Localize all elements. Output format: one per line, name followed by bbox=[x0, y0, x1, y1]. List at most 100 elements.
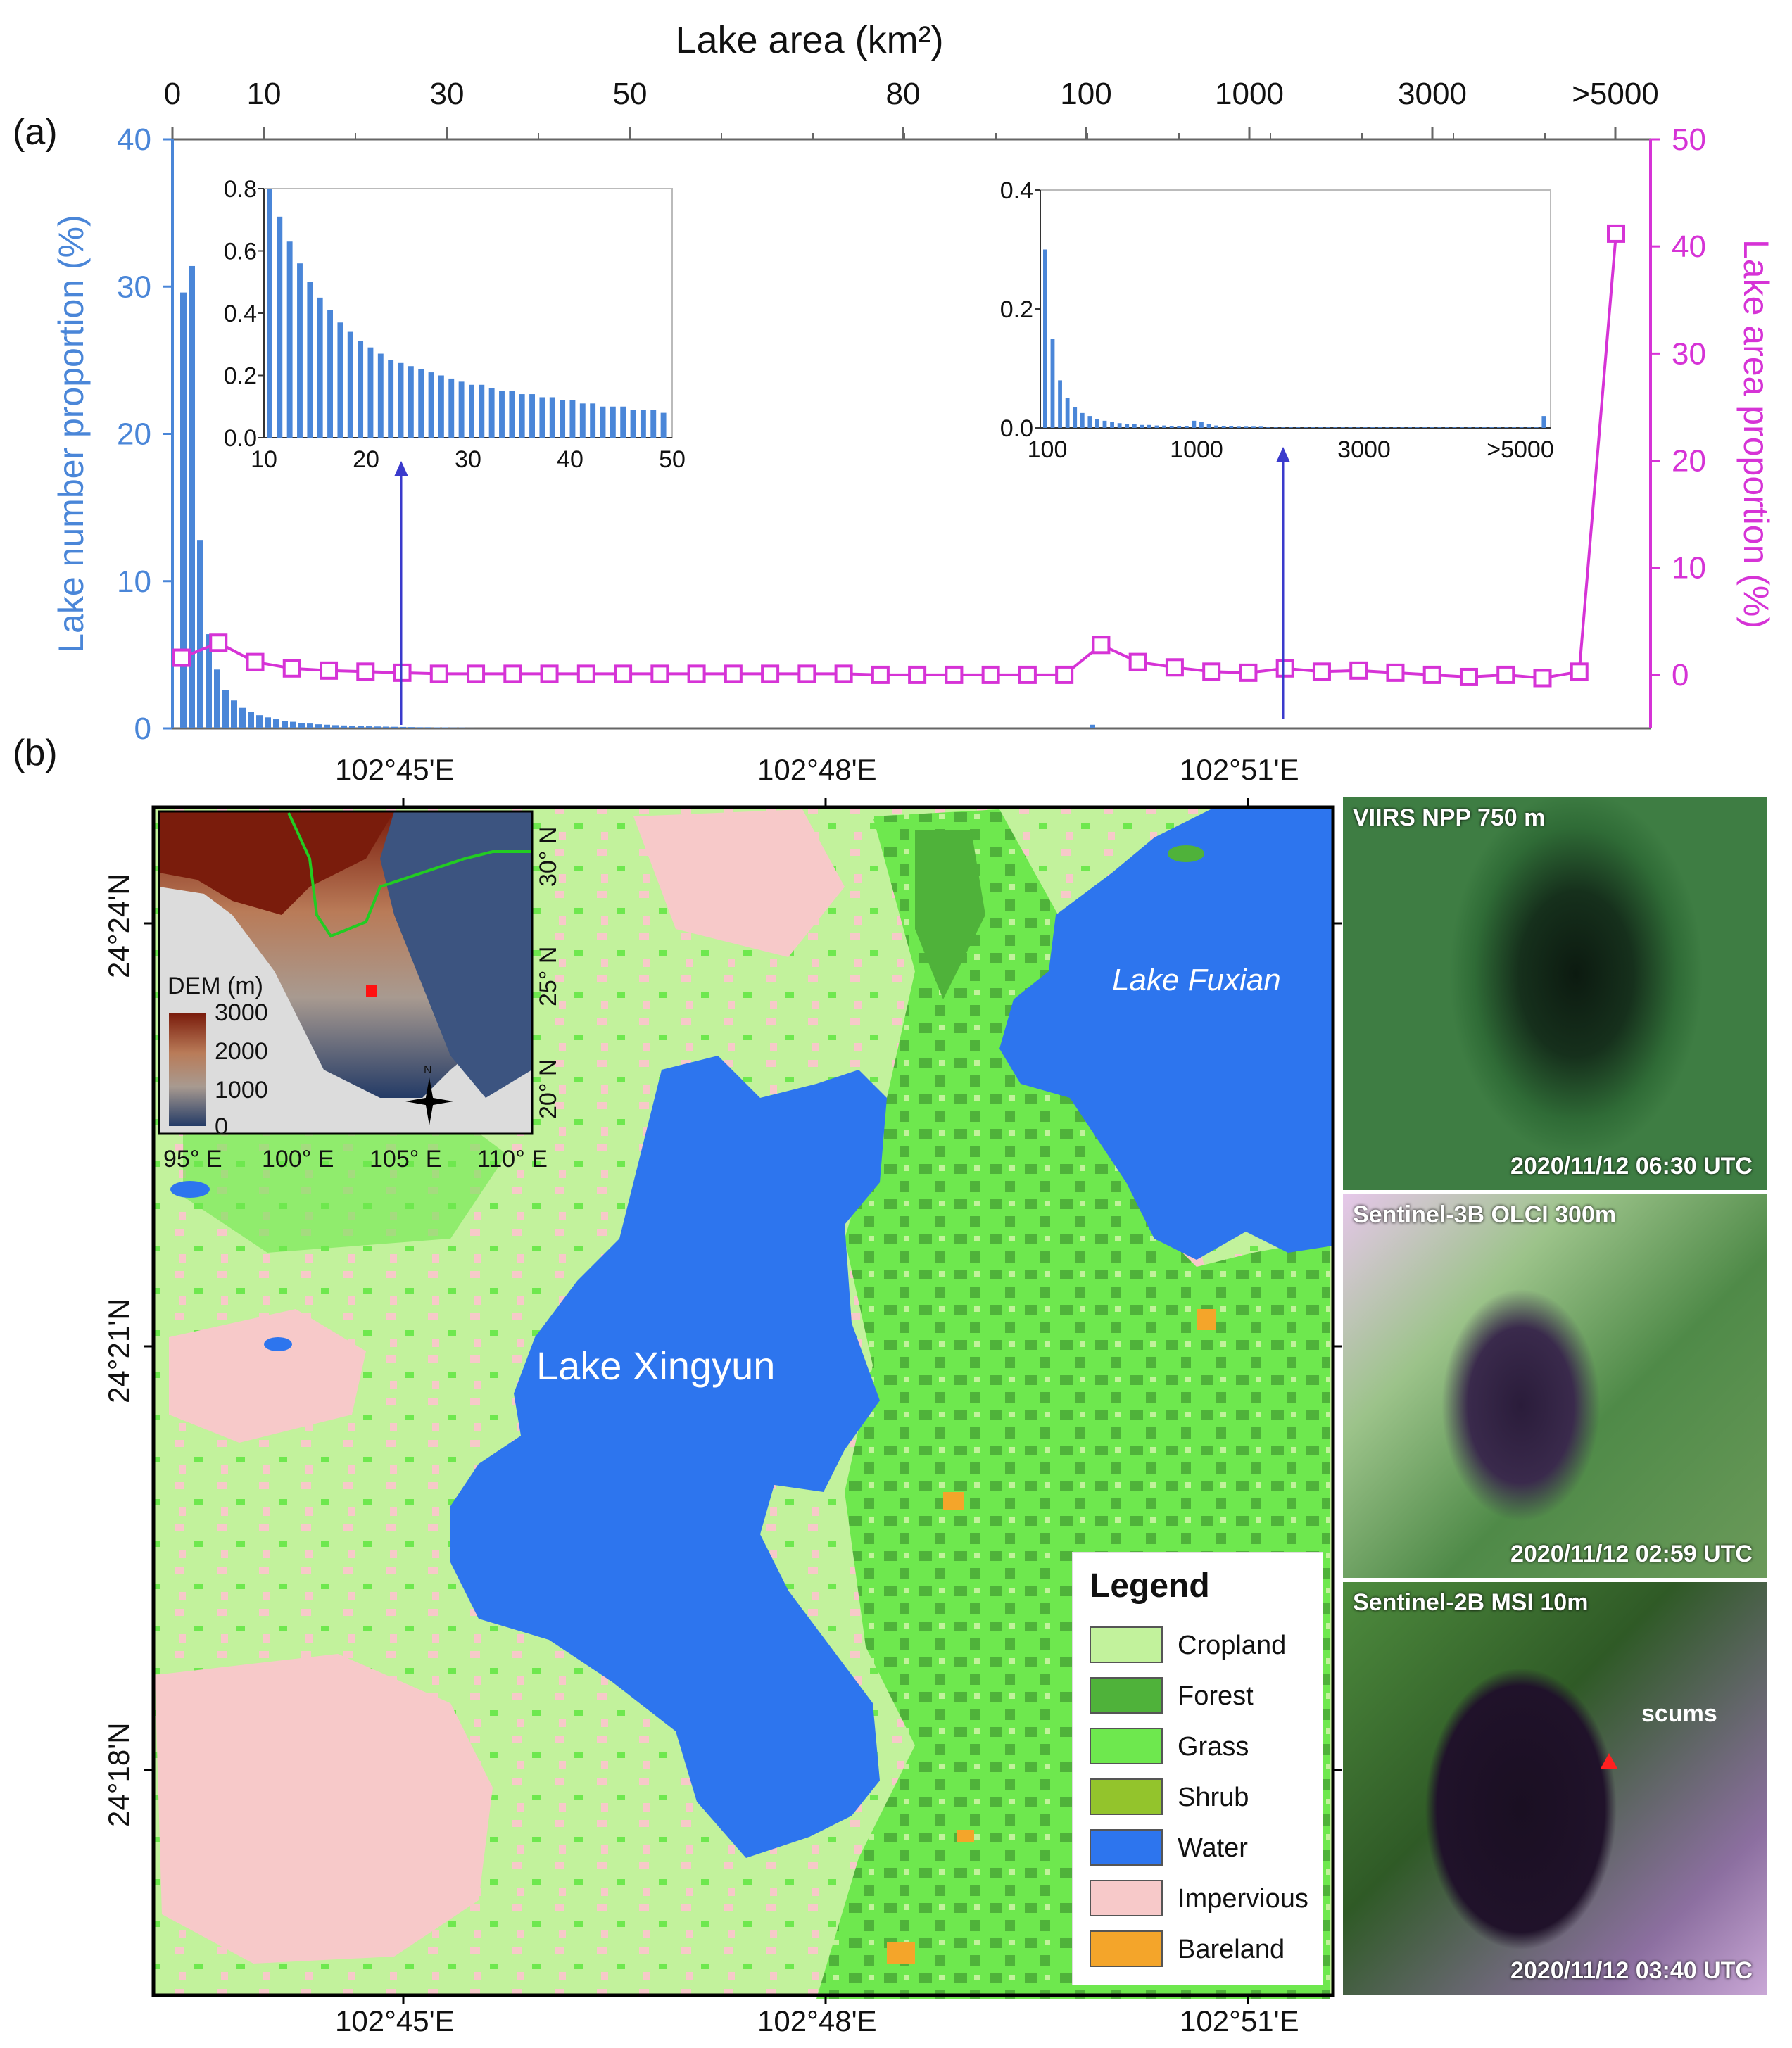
inset-large-lakes-bar bbox=[1385, 427, 1390, 428]
satellite-image-sentinel2b: Sentinel-2B MSI 10m scums 2020/11/12 03:… bbox=[1343, 1582, 1767, 1995]
area-proportion-marker bbox=[172, 648, 191, 667]
bar bbox=[265, 717, 271, 728]
lat-tick: 24°24'N bbox=[102, 873, 135, 978]
inset-large-lakes-bar bbox=[1541, 416, 1546, 428]
x-tick-label-top: 10 bbox=[247, 77, 282, 111]
area-proportion-marker bbox=[981, 665, 1000, 684]
area-proportion-marker bbox=[1496, 665, 1515, 684]
area-proportion-marker bbox=[1128, 652, 1147, 671]
lake-xingyun bbox=[450, 1056, 887, 1858]
inset-small-lakes-bar bbox=[560, 400, 566, 438]
area-proportion-marker bbox=[1533, 669, 1552, 688]
legend-swatch bbox=[1090, 1677, 1163, 1714]
inset-large-lakes-bar bbox=[1236, 426, 1241, 428]
y-tick-label-right: 40 bbox=[1672, 229, 1706, 264]
inset-small-lakes-bar bbox=[337, 322, 343, 438]
inset-small-lakes-bar bbox=[509, 391, 515, 438]
legend-swatch bbox=[1090, 1880, 1163, 1916]
inset-small-lakes-bar bbox=[630, 410, 636, 438]
forest-area bbox=[915, 830, 985, 999]
legend-swatch bbox=[1090, 1829, 1163, 1866]
satellite-title: Sentinel-3B OLCI 300m bbox=[1353, 1201, 1617, 1228]
inset-large-lakes-bar bbox=[1460, 427, 1464, 428]
inset-large-lakes-bar bbox=[1177, 426, 1182, 428]
area-proportion-marker bbox=[1018, 665, 1037, 684]
inset-large-lakes-bar bbox=[1273, 427, 1278, 428]
lon-tick-top: 102°48'E bbox=[757, 753, 877, 786]
inset-small-lakes-bar bbox=[650, 410, 657, 438]
dem-lon-tick: 105° E bbox=[370, 1146, 442, 1172]
inset-small-lakes-bar bbox=[367, 347, 374, 438]
inset-large-lakes-bar bbox=[1087, 416, 1092, 428]
lon-tick-bottom: 102°45'E bbox=[335, 2004, 455, 2037]
inset-large-lakes-bar bbox=[1504, 427, 1509, 428]
satellite-image-viirs: VIIRS NPP 750 m 2020/11/12 06:30 UTC bbox=[1343, 797, 1767, 1190]
inset-small-lakes-bar bbox=[620, 406, 626, 438]
inset-small-lakes-bar bbox=[479, 384, 485, 438]
inset-large-lakes-bar bbox=[1370, 427, 1375, 428]
bar bbox=[197, 540, 203, 728]
inset-large-lakes-y-tick-label: 0.4 bbox=[1000, 177, 1033, 204]
inset-small-lakes-x-tick-label: 30 bbox=[455, 446, 481, 473]
inset-large-lakes-bar bbox=[1080, 412, 1085, 428]
inset-large-lakes-bar bbox=[1475, 427, 1479, 428]
inset-large-lakes-bar bbox=[1452, 427, 1457, 428]
inset-large-lakes-y-tick-label: 0.0 bbox=[1000, 415, 1033, 442]
inset-small-lakes-bar bbox=[499, 391, 505, 438]
inset-large-lakes-bar bbox=[1356, 427, 1360, 428]
bar bbox=[366, 726, 372, 728]
lake-fuxian bbox=[999, 807, 1333, 1260]
inset-large-lakes-bar bbox=[1065, 398, 1070, 428]
bareland-patch bbox=[957, 1830, 974, 1842]
inset-large-lakes-bar bbox=[1281, 427, 1286, 428]
bar bbox=[189, 265, 195, 729]
inset-large-lakes-bar bbox=[1408, 427, 1412, 428]
bar bbox=[324, 724, 330, 728]
inset-large-lakes-bar bbox=[1050, 339, 1055, 428]
bar bbox=[341, 725, 347, 728]
legend-label: Bareland bbox=[1178, 1935, 1285, 1964]
bar bbox=[383, 726, 389, 728]
inset-large-lakes-bar bbox=[1444, 427, 1449, 428]
inset-large-lakes-bar bbox=[1214, 425, 1219, 428]
dem-colorbar bbox=[169, 1013, 206, 1126]
area-proportion-marker bbox=[834, 664, 853, 683]
inset-large-lakes-bar bbox=[1229, 426, 1234, 428]
inset-large-lakes-bar bbox=[1363, 427, 1368, 428]
lon-tick-top: 102°45'E bbox=[335, 753, 455, 786]
impervious-area bbox=[155, 1654, 493, 1964]
legend-label: Cropland bbox=[1178, 1631, 1287, 1660]
inset-small-lakes-bar bbox=[317, 297, 323, 438]
dem-lat-tick: 25° N bbox=[535, 946, 562, 1006]
inset-small-lakes-y-tick-label: 0.0 bbox=[224, 425, 257, 452]
area-proportion-marker bbox=[650, 664, 669, 683]
lat-tick: 24°21'N bbox=[102, 1298, 135, 1403]
inset-small-lakes-bar bbox=[660, 412, 667, 438]
area-proportion-marker bbox=[209, 633, 228, 652]
inset-small-lakes-bar bbox=[600, 406, 606, 438]
legend-label: Impervious bbox=[1178, 1884, 1308, 1914]
dem-scale-3000: 3000 bbox=[215, 999, 268, 1026]
area-proportion-marker bbox=[1422, 665, 1441, 684]
legend-label: Forest bbox=[1178, 1681, 1254, 1711]
inset-small-lakes-bar bbox=[377, 353, 384, 438]
dem-lon-tick: 100° E bbox=[262, 1146, 334, 1172]
inset-small-lakes-x-tick-label: 50 bbox=[659, 446, 686, 473]
legend-swatch bbox=[1090, 1778, 1163, 1815]
inset-small-lakes-bar bbox=[327, 310, 333, 438]
inset-small-lakes-bar bbox=[579, 403, 586, 438]
area-proportion-marker bbox=[1202, 662, 1221, 681]
area-proportion-marker bbox=[1386, 663, 1405, 682]
y-tick-label-left: 0 bbox=[134, 712, 151, 746]
inset-small-lakes-bar bbox=[549, 397, 555, 438]
inset-small-lakes-bar bbox=[297, 263, 303, 438]
inset-large-lakes-bar bbox=[1430, 427, 1434, 428]
x-tick-label-top: 1000 bbox=[1215, 77, 1284, 111]
inset-large-lakes-bar bbox=[1251, 426, 1256, 428]
area-proportion-marker bbox=[1459, 667, 1478, 686]
area-proportion-marker bbox=[1275, 659, 1294, 678]
bar bbox=[374, 726, 381, 728]
bareland-patch bbox=[887, 1942, 915, 1964]
area-proportion-marker bbox=[1312, 662, 1331, 681]
inset-large-lakes-x-tick-label: 1000 bbox=[1170, 436, 1223, 463]
